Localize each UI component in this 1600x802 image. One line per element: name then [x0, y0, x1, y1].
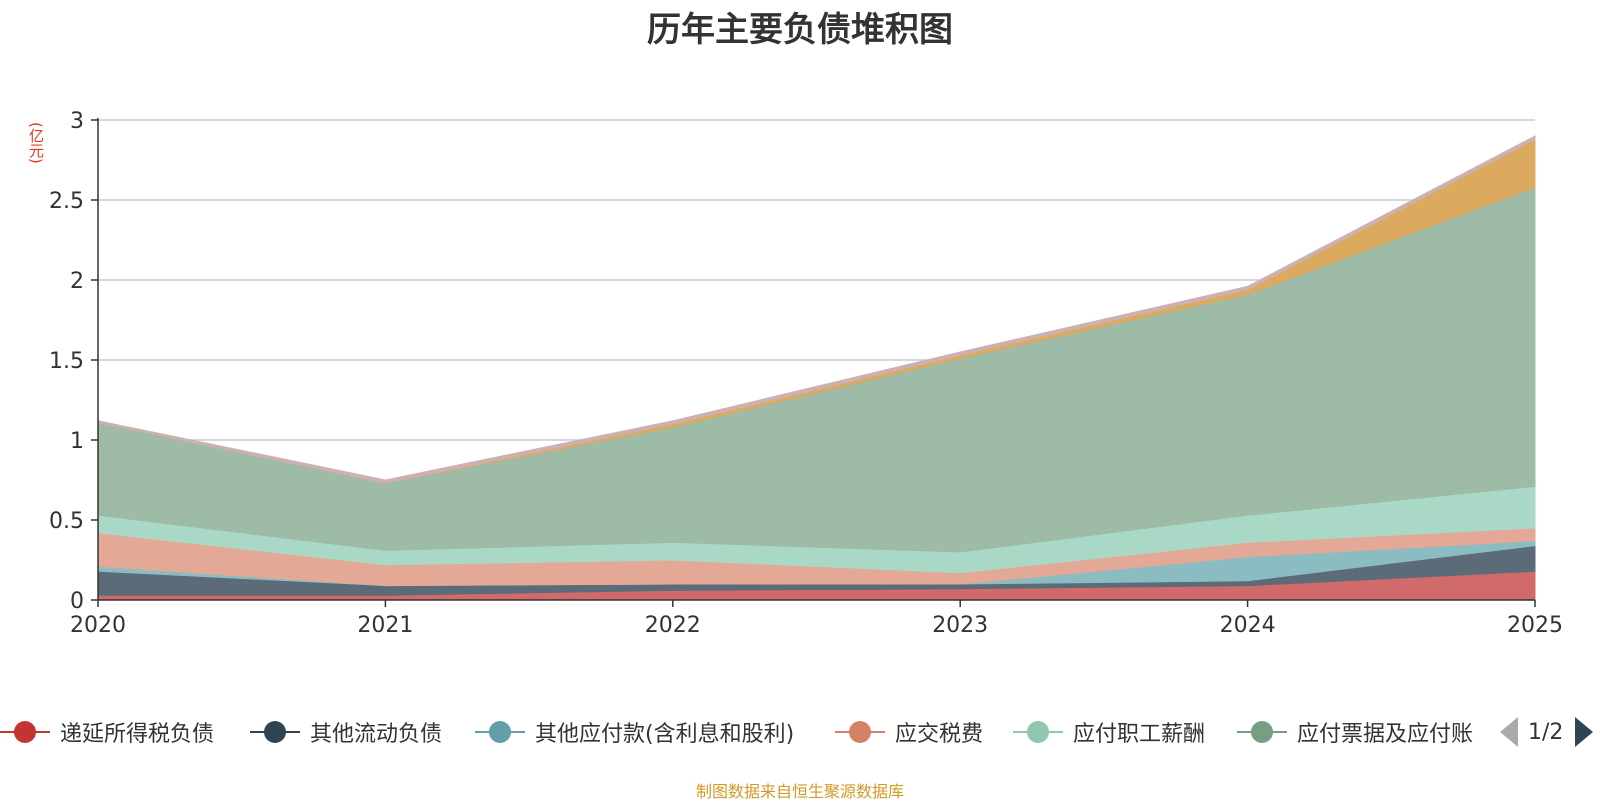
legend-marker-icon — [0, 712, 50, 752]
legend-marker-icon — [475, 712, 525, 752]
legend-pager: 1/2 — [1500, 712, 1594, 752]
y-tick-label: 0.5 — [49, 509, 84, 534]
x-tick-label: 2023 — [932, 613, 988, 638]
y-tick-label: 3 — [70, 109, 84, 134]
legend-page-label: 1/2 — [1528, 719, 1564, 745]
legend-item[interactable]: 应付票据及应付账 — [1237, 712, 1473, 752]
x-tick-label: 2025 — [1507, 613, 1563, 638]
stacked-area-chart: 0 0.5 1 1.5 2 2.5 3 2020 2021 2022 2023 2024 2025 — [49, 109, 1563, 638]
legend-label: 应交税费 — [895, 722, 984, 747]
legend-label: 应付票据及应付账 — [1297, 722, 1474, 747]
x-tick-label: 2024 — [1220, 613, 1276, 638]
legend-next-icon[interactable] — [1575, 717, 1594, 747]
legend-item[interactable]: 其他流动负债 — [250, 712, 442, 752]
legend-label: 其他流动负债 — [310, 722, 443, 747]
source-note: 制图数据来自恒生聚源数据库 — [695, 782, 904, 801]
legend-label: 其他应付款(含利息和股利) — [535, 722, 795, 747]
legend-marker-icon — [1013, 712, 1063, 752]
legend-prev-icon[interactable] — [1500, 717, 1518, 747]
legend-label: 应付职工薪酬 — [1073, 722, 1206, 747]
area-series-5[interactable] — [97, 186, 1536, 553]
x-tick-label: 2020 — [70, 613, 126, 638]
y-tick-label: 1 — [70, 429, 84, 454]
legend-label: 递延所得税负债 — [60, 722, 215, 747]
legend-item[interactable]: 应交税费 — [835, 712, 983, 752]
chart-title: 历年主要负债堆积图 — [647, 10, 953, 50]
y-tick-label: 2.5 — [49, 189, 84, 214]
legend-item[interactable]: 其他应付款(含利息和股利) — [475, 712, 794, 752]
legend-marker-icon — [835, 712, 885, 752]
legend: 递延所得税负债 其他流动负债 其他应付款(含利息和股利) 应交税费 应付职工薪酬 应付票据… — [0, 712, 1600, 752]
y-tick-label: 1.5 — [49, 349, 84, 374]
axes: 0 0.5 1 1.5 2 2.5 3 2020 2021 2022 2023 2024 2025 — [49, 109, 1563, 638]
x-tick-label: 2021 — [357, 613, 413, 638]
legend-marker-icon — [250, 712, 300, 752]
area-series-7[interactable] — [97, 135, 1536, 484]
area-series — [97, 135, 1536, 601]
legend-item[interactable]: 递延所得税负债 — [0, 712, 214, 752]
y-tick-label: 2 — [70, 269, 84, 294]
legend-marker-icon — [1237, 712, 1287, 752]
legend-item[interactable]: 应付职工薪酬 — [1013, 712, 1205, 752]
x-tick-label: 2022 — [645, 613, 701, 638]
y-axis-unit-label: (亿元) — [27, 122, 45, 164]
y-tick-label: 0 — [70, 589, 84, 614]
